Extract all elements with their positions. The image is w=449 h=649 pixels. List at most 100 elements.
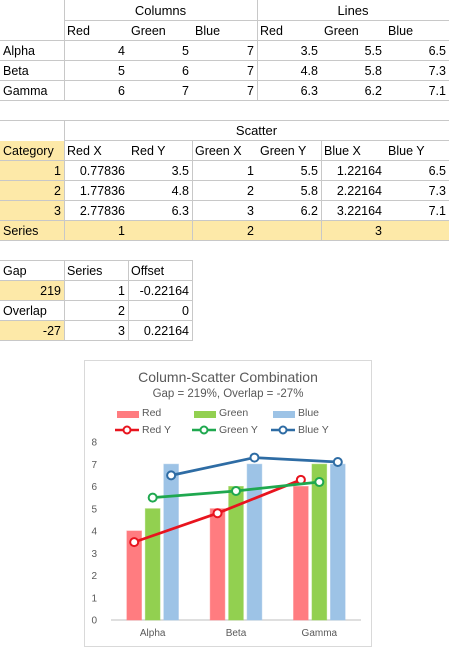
table-cell[interactable]: 5.5 [364, 44, 382, 58]
point-red-y[interactable] [129, 537, 140, 548]
table-cell[interactable]: 5.8 [364, 64, 382, 78]
table-cell[interactable]: 7 [247, 84, 254, 98]
row-label[interactable]: Alpha [3, 44, 35, 58]
table-cell[interactable]: 6.5 [428, 164, 446, 178]
table-cell[interactable]: 4.8 [300, 64, 318, 78]
col-header[interactable]: Blue X [324, 144, 361, 158]
table-cell[interactable]: 2 [247, 184, 254, 198]
table-cell[interactable]: 5.5 [300, 164, 318, 178]
col-header[interactable]: Category [0, 141, 64, 161]
table-cell[interactable]: 7.1 [428, 204, 446, 218]
category-cell[interactable]: 2 [0, 181, 64, 201]
divider [0, 180, 449, 181]
legend-label-red[interactable]: Red [142, 407, 162, 419]
legend-label-red-y[interactable]: Red Y [142, 424, 171, 436]
table-cell[interactable]: 0.77836 [79, 164, 125, 178]
point-green-y[interactable] [314, 477, 325, 488]
table-cell[interactable]: -0.22164 [139, 284, 189, 298]
legend-label-green[interactable]: Green [219, 407, 249, 419]
col-header[interactable]: Blue [388, 24, 414, 38]
col-header[interactable]: Red X [67, 144, 102, 158]
table-cell[interactable]: 1 [118, 284, 125, 298]
plot-area[interactable]: 0 1 2 3 4 5 6 7 8 Alpha Beta Gamma [85, 361, 371, 646]
category-cell[interactable]: 1 [0, 161, 64, 181]
point-green-y[interactable] [147, 492, 158, 503]
legend-label-blue[interactable]: Blue [298, 407, 320, 419]
col-header[interactable]: Gap [3, 264, 27, 278]
bar-red-gamma[interactable] [293, 486, 309, 621]
table-cell[interactable]: 6.5 [428, 44, 446, 58]
bar-blue-alpha[interactable] [163, 463, 179, 621]
series-cell[interactable]: 3 [375, 224, 382, 238]
category-cell[interactable]: 3 [0, 201, 64, 221]
legend-label-blue-y[interactable]: Blue Y [298, 424, 329, 436]
bar-red-beta[interactable] [209, 508, 226, 621]
point-green-y[interactable] [231, 485, 241, 496]
table-cell[interactable]: 3 [118, 324, 125, 338]
table-cell[interactable]: 0 [182, 304, 189, 318]
table-cell[interactable]: 6 [182, 64, 189, 78]
point-blue-y[interactable] [332, 457, 343, 468]
table-cell[interactable]: 4.8 [171, 184, 189, 198]
table-cell[interactable]: 7 [247, 44, 254, 58]
group-header-lines[interactable]: Lines [337, 3, 369, 18]
table-cell[interactable]: 6.2 [364, 84, 382, 98]
bar-green-alpha[interactable] [144, 508, 161, 621]
overlap-value-cell[interactable]: -27 [0, 321, 64, 341]
table-cell[interactable]: 1 [247, 164, 254, 178]
table-cell[interactable]: 7.1 [428, 84, 446, 98]
table-cell[interactable]: 6 [118, 84, 125, 98]
col-header[interactable]: Series [67, 264, 103, 278]
series-row-label[interactable]: Series [3, 224, 39, 238]
table-cell[interactable]: 2.77836 [79, 204, 125, 218]
table-cell[interactable]: 6.3 [171, 204, 189, 218]
point-blue-y[interactable] [249, 452, 260, 463]
table-cell[interactable]: 3 [247, 204, 254, 218]
table-cell[interactable]: 3.5 [300, 44, 318, 58]
col-header[interactable]: Green Y [260, 144, 307, 158]
group-header-scatter[interactable]: Scatter [235, 123, 278, 138]
table-cell[interactable]: 1.77836 [79, 184, 125, 198]
col-header[interactable]: Red [67, 24, 90, 38]
col-header[interactable]: Offset [131, 264, 165, 278]
table-cell[interactable]: 5 [182, 44, 189, 58]
chart-area[interactable]: Column-Scatter Combination Gap = 219%, O… [84, 360, 372, 647]
table-cell[interactable]: 3.5 [171, 164, 189, 178]
group-header-columns[interactable]: Columns [134, 3, 187, 18]
table-cell[interactable]: 5 [118, 64, 125, 78]
table-cell[interactable]: 6.3 [300, 84, 318, 98]
row-label[interactable]: Gamma [3, 84, 48, 98]
point-blue-y[interactable] [166, 470, 177, 481]
legend-label-green-y[interactable]: Green Y [219, 424, 258, 436]
table-cell[interactable]: 7 [182, 84, 189, 98]
bar-red-alpha[interactable] [126, 530, 142, 621]
col-header[interactable]: Red [260, 24, 283, 38]
col-header[interactable]: Green [131, 24, 166, 38]
col-header[interactable]: Green X [195, 144, 242, 158]
table-cell[interactable]: 7 [247, 64, 254, 78]
table-cell[interactable]: 4 [118, 44, 125, 58]
col-header[interactable]: Green [324, 24, 359, 38]
col-header[interactable]: Red Y [131, 144, 166, 158]
bar-blue-beta[interactable] [246, 463, 263, 621]
col-header[interactable]: Blue Y [388, 144, 425, 158]
row-label[interactable]: Beta [3, 64, 29, 78]
table-cell[interactable]: 3.22164 [336, 204, 382, 218]
table-cell[interactable]: 1.22164 [336, 164, 382, 178]
col-header[interactable]: Blue [195, 24, 221, 38]
overlap-label-cell[interactable]: Overlap [3, 304, 47, 318]
gap-value-cell[interactable]: 219 [0, 281, 64, 301]
table-cell[interactable]: 2.22164 [336, 184, 382, 198]
series-cell[interactable]: 2 [247, 224, 254, 238]
table-cell[interactable]: 2 [118, 304, 125, 318]
point-red-y[interactable] [212, 508, 223, 519]
table-cell[interactable]: 0.22164 [143, 324, 189, 338]
table-cell[interactable]: 7.3 [428, 184, 446, 198]
table-cell[interactable]: 6.2 [300, 204, 318, 218]
bar-green-gamma[interactable] [311, 463, 328, 621]
series-cell[interactable]: 1 [118, 224, 125, 238]
bar-blue-gamma[interactable] [330, 463, 346, 621]
chart-title[interactable]: Column-Scatter Combination [138, 369, 318, 385]
table-cell[interactable]: 7.3 [428, 64, 446, 78]
table-cell[interactable]: 5.8 [300, 184, 318, 198]
